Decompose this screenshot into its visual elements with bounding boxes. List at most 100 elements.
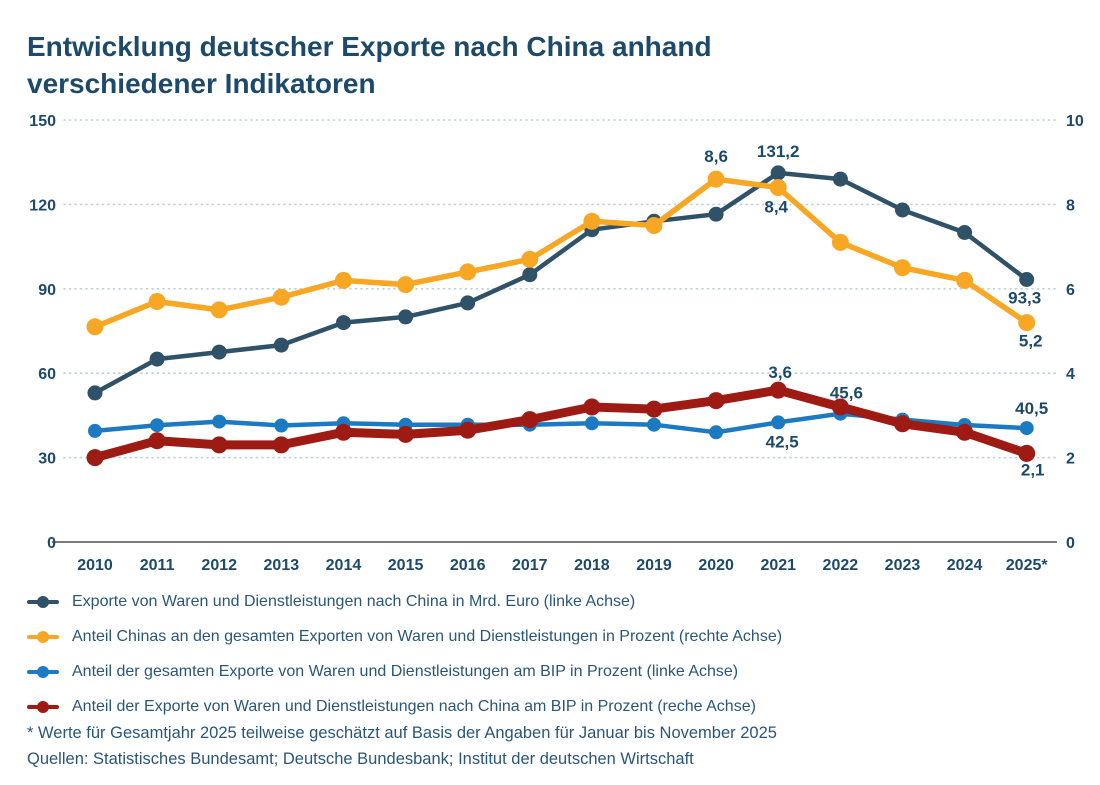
series-1-point-2017 — [521, 250, 539, 268]
x-axis-label-2024: 2024 — [947, 557, 983, 574]
series-3-point-2011 — [148, 432, 166, 450]
x-axis-label-2025*: 2025* — [1006, 557, 1049, 574]
series-1-point-2021 — [769, 179, 787, 196]
series-1-point-2016 — [459, 263, 477, 281]
legend: Exporte von Waren und Dienstleistungen n… — [27, 584, 782, 724]
legend-label: Exporte von Waren und Dienstleistungen n… — [72, 592, 636, 610]
series-0-point-2024 — [957, 225, 973, 240]
chart-title-line1: Entwicklung deutscher Exporte nach China… — [27, 30, 712, 62]
series-3-point-2020 — [707, 392, 725, 410]
x-axis-label-2010: 2010 — [77, 557, 113, 574]
line-dot-marker-icon — [27, 595, 59, 609]
right-axis-tick-6: 6 — [1066, 282, 1075, 299]
legend-label: Anteil der Exporte von Waren und Dienstl… — [72, 697, 756, 715]
series-3-point-2023 — [894, 415, 911, 433]
value-label-8-4: 8,4 — [764, 198, 788, 217]
x-axis-label-2014: 2014 — [326, 557, 362, 574]
series-3-line — [90, 385, 1032, 463]
series-1-point-2020 — [707, 170, 725, 188]
left-axis-tick-0: 0 — [47, 535, 56, 552]
legend-item-china-share-of-exports: Anteil Chinas an den gesamten Exporten v… — [27, 619, 782, 654]
left-axis-tick-150: 150 — [29, 113, 56, 130]
series-1-point-2018 — [583, 212, 601, 230]
series-1-point-2024 — [956, 271, 974, 289]
left-axis-tick-90: 90 — [38, 282, 56, 299]
series-3-point-2021 — [769, 381, 787, 399]
series-0-point-2023 — [895, 202, 910, 218]
series-2-point-2025* — [1019, 421, 1034, 436]
series-0-point-2021 — [770, 165, 786, 181]
series-1-point-2012 — [210, 301, 228, 319]
series-2-point-2010 — [88, 423, 102, 438]
right-axis-tick-8: 8 — [1066, 197, 1075, 214]
series-0-point-2010 — [87, 385, 103, 401]
footnote: * Werte für Gesamtjahr 2025 teilweise ge… — [27, 724, 777, 742]
series-0-point-2016 — [460, 295, 476, 311]
right-axis-tick-10: 10 — [1066, 113, 1084, 130]
series-3-point-2022 — [831, 398, 849, 416]
value-label-40-5: 40,5 — [1015, 399, 1048, 418]
x-axis-label-2016: 2016 — [450, 557, 486, 574]
line-dot-marker-icon — [27, 665, 59, 679]
left-axis-tick-120: 120 — [29, 197, 56, 214]
legend-item-exports-share-of-gdp: Anteil der gesamten Exporte von Waren un… — [27, 654, 782, 689]
legend-item-china-exports-share-of-gdp: Anteil der Exporte von Waren und Dienstl… — [27, 689, 782, 724]
right-axis-tick-0: 0 — [1066, 535, 1075, 552]
series-0-point-2020 — [708, 206, 724, 222]
series-0-point-2014 — [336, 315, 351, 331]
legend-label: Anteil Chinas an den gesamten Exporten v… — [72, 627, 783, 645]
series-2-point-2019 — [647, 417, 661, 432]
series-3-point-2017 — [521, 411, 539, 429]
chart-svg: 0 30 60 90 120 150 0 2 4 6 8 10 2010 2011 2012 2013 2014… — [29, 113, 1084, 574]
series-1-point-2022 — [831, 233, 849, 251]
series-3-point-2018 — [583, 398, 601, 416]
x-axis-label-2020: 2020 — [698, 557, 734, 574]
series-1-line — [92, 176, 1030, 330]
value-label-93-3: 93,3 — [1008, 289, 1041, 308]
series-1-point-2014 — [335, 271, 352, 289]
series-1-point-2023 — [894, 259, 911, 277]
series-2-point-2013 — [274, 418, 289, 433]
left-axis-tick-30: 30 — [38, 451, 56, 468]
x-axis-label-2012: 2012 — [201, 557, 237, 574]
series-2-point-2020 — [709, 425, 724, 440]
series-3-point-2016 — [459, 421, 477, 439]
x-axis-label-2019: 2019 — [636, 557, 672, 574]
value-label-2-1: 2,1 — [1021, 460, 1045, 479]
x-axis-label-2015: 2015 — [388, 557, 424, 574]
value-label-8-6: 8,6 — [704, 147, 728, 166]
chart-title-line2: verschiedener Indikatoren — [27, 67, 376, 99]
series-3-point-2019 — [645, 400, 663, 418]
left-axis-tick-60: 60 — [38, 366, 56, 383]
series-0-line — [92, 170, 1029, 396]
series-1-point-2011 — [148, 293, 166, 310]
series-3-point-2025* — [1018, 444, 1036, 462]
value-label-3-6: 3,6 — [768, 363, 792, 382]
series-1-point-2015 — [397, 276, 415, 294]
series-0-point-2022 — [832, 171, 848, 187]
series-0-point-2011 — [149, 351, 165, 367]
series-1-point-2010 — [86, 318, 104, 336]
series-1-point-2025* — [1018, 314, 1036, 332]
series-0-point-2017 — [522, 267, 538, 283]
series-1-point-2013 — [272, 288, 290, 306]
series-2-point-2012 — [212, 414, 227, 429]
series-3-point-2013 — [272, 436, 290, 454]
x-axis-label-2022: 2022 — [823, 557, 859, 574]
x-axis-label-2023: 2023 — [885, 557, 921, 574]
series-3-point-2024 — [956, 423, 974, 441]
series-3-point-2010 — [86, 449, 104, 467]
series-3-point-2012 — [210, 436, 228, 454]
series-0-point-2013 — [273, 337, 289, 353]
series-2-point-2018 — [584, 416, 599, 431]
x-axis-label-2018: 2018 — [574, 557, 610, 574]
series-0-point-2015 — [398, 309, 414, 325]
value-label-5-2: 5,2 — [1019, 332, 1043, 351]
source-line: Quellen: Statistisches Bundesamt; Deutsc… — [27, 750, 694, 768]
x-axis-label-2021: 2021 — [760, 557, 796, 574]
series-0-point-2012 — [211, 344, 227, 360]
right-axis-tick-4: 4 — [1066, 366, 1075, 383]
series-2-point-2011 — [150, 418, 165, 433]
series-3-point-2015 — [397, 425, 415, 443]
